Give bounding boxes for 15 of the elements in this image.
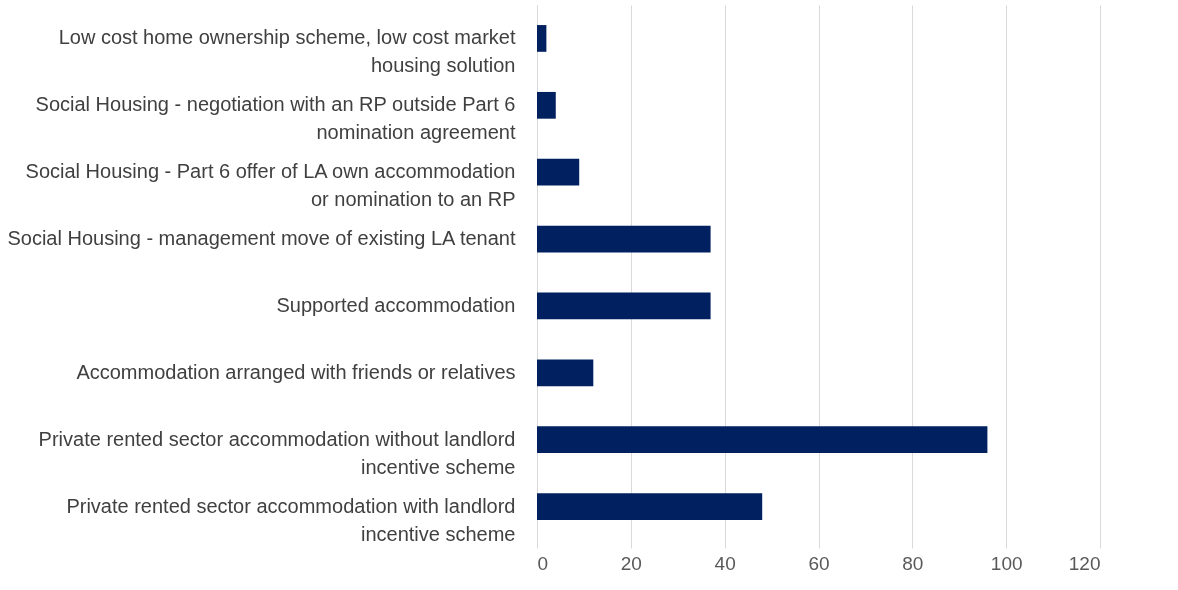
y-tick-label: Social Housing - Part 6 offer of LA own accommodation or nomination to an RP — [25, 160, 516, 211]
x-tick-label: 80 — [902, 552, 924, 574]
y-tick-label: Low cost home ownership scheme, low cost market housing solution — [58, 26, 516, 77]
y-tick-label: Accommodation arranged with friends or relatives — [76, 360, 516, 383]
y-tick-label: Social Housing - negotiation with an RP outside Part 6 nomination agreement — [35, 93, 516, 144]
x-tick-label: 40 — [714, 552, 736, 574]
x-tick-label: 100 — [990, 552, 1023, 574]
y-tick-label: Private rented sector accommodation with landlord incentive scheme — [66, 494, 516, 545]
y-tick-label: Social Housing - management move of existing LA tenant — [7, 227, 516, 250]
x-tick-label: 120 — [1068, 552, 1101, 574]
y-tick-label: Supported accommodation — [276, 293, 516, 316]
x-tick-label: 60 — [808, 552, 830, 574]
x-tick-label: 0 — [537, 552, 549, 574]
x-tick-label: 20 — [620, 552, 642, 574]
y-tick-label: Private rented sector accommodation without landlord incentive scheme — [38, 427, 516, 478]
